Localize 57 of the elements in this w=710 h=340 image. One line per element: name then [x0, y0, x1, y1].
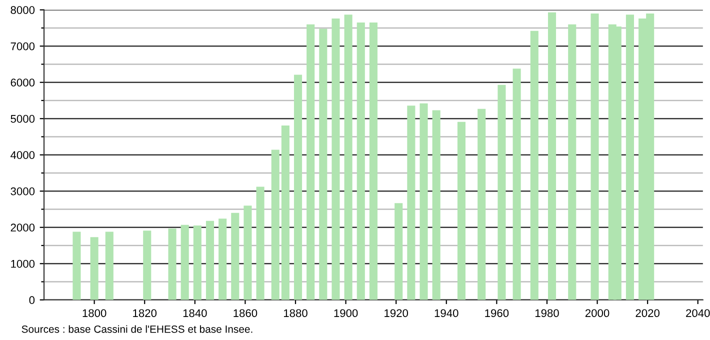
bar — [457, 122, 466, 300]
bar — [568, 24, 576, 300]
bar — [407, 106, 416, 300]
bar — [306, 24, 315, 300]
y-tick-label: 7000 — [10, 42, 35, 50]
x-tick-label: 1860 — [234, 309, 258, 318]
bar — [256, 186, 264, 300]
x-tick-label: 2000 — [585, 309, 610, 318]
bar — [369, 22, 378, 300]
y-tick-label: 5000 — [10, 114, 35, 123]
bar — [218, 218, 227, 300]
bar — [281, 126, 290, 300]
bar — [105, 232, 114, 300]
x-tick-label: 1800 — [82, 309, 106, 318]
bar — [168, 228, 176, 300]
x-tick-label: 1880 — [284, 309, 308, 318]
x-tick-label: 1840 — [183, 309, 207, 318]
x-tick-label: 1940 — [434, 309, 458, 318]
bar — [244, 206, 252, 300]
bar — [72, 232, 81, 300]
bar — [206, 220, 214, 300]
bar — [548, 12, 556, 300]
y-tick-label: 4000 — [10, 151, 35, 160]
bar — [498, 84, 506, 300]
bar — [193, 226, 202, 300]
x-tick-label: 1820 — [133, 309, 157, 318]
x-tick-label: 1960 — [485, 309, 509, 318]
bar — [180, 224, 189, 300]
y-tick-label: 8000 — [10, 6, 35, 14]
y-tick-label: 1000 — [11, 260, 35, 268]
bar — [394, 203, 403, 300]
x-tick-label: 2040 — [686, 309, 710, 318]
bar — [332, 18, 340, 300]
bar — [356, 22, 365, 300]
bar — [590, 13, 599, 300]
y-tick-label: 0 — [29, 296, 35, 304]
bar — [420, 103, 428, 300]
bar — [294, 74, 302, 300]
y-tick-label: 3000 — [10, 187, 35, 196]
y-tick-label: 6000 — [10, 78, 35, 86]
x-tick-label: 1920 — [384, 309, 408, 318]
bar — [271, 150, 280, 300]
bar — [143, 230, 152, 300]
x-tick-label: 1900 — [334, 309, 358, 318]
bar — [319, 28, 328, 300]
bar — [512, 68, 521, 300]
x-tick-label: 2020 — [636, 309, 660, 318]
source-note: Sources : base Cassini de l'EHESS et base Insee. — [22, 325, 252, 333]
bar — [478, 108, 486, 300]
x-tick-label: 1980 — [535, 309, 559, 318]
bar — [432, 110, 440, 300]
bar — [231, 212, 240, 300]
bar — [344, 14, 352, 300]
bar — [90, 237, 98, 300]
bar — [530, 30, 538, 300]
bar — [626, 14, 634, 300]
y-tick-label: 2000 — [10, 224, 35, 232]
